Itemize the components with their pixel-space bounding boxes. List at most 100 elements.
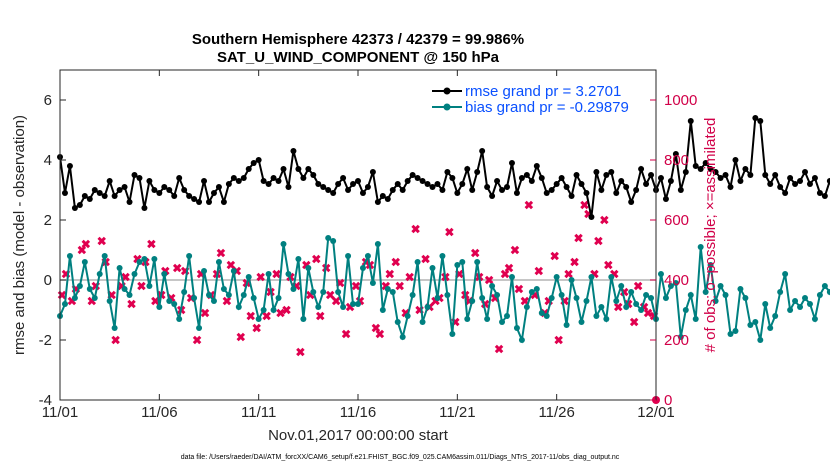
rmse-point — [66, 163, 73, 169]
rmse-point — [583, 190, 590, 196]
obs-assimilated-marker — [216, 248, 226, 258]
rmse-point — [657, 175, 664, 181]
bias-point — [802, 295, 808, 301]
obs-assimilated-marker — [405, 272, 414, 282]
right-y-axis: 0 200 400 600 800 1000 — [650, 92, 697, 409]
rmse-point — [210, 190, 217, 196]
obs-assimilated-marker — [580, 200, 589, 210]
obs-assimilated-cross — [256, 272, 265, 282]
rmse-point — [767, 181, 774, 187]
obs-assimilated-cross — [216, 248, 226, 258]
rmse-point — [623, 184, 630, 190]
rmse-point — [290, 148, 297, 154]
bias-point — [220, 286, 227, 292]
obs-assimilated-marker — [172, 263, 182, 273]
obs-assimilated-marker — [534, 266, 544, 276]
bias-point — [404, 313, 411, 319]
right-tick-label: 0 — [664, 392, 672, 409]
obs-assimilated-marker — [296, 347, 305, 357]
bias-point — [419, 319, 426, 325]
rmse-point — [782, 190, 789, 196]
obs-assimilated-marker — [594, 236, 603, 246]
bias-point — [484, 316, 491, 322]
bias-point — [131, 271, 138, 277]
obs-assimilated-marker — [147, 239, 156, 249]
bias-point — [638, 307, 645, 313]
rmse-point — [364, 184, 371, 190]
obs-assimilated-cross — [192, 335, 202, 345]
rmse-point — [116, 187, 123, 193]
rmse-point — [523, 172, 530, 178]
obs-assimilated-cross — [315, 311, 325, 321]
rmse-point — [325, 187, 332, 193]
right-tick-label: 800 — [664, 152, 689, 169]
bias-point — [106, 298, 113, 304]
bias-point — [146, 283, 153, 289]
rmse-point — [340, 175, 347, 181]
bias-point — [285, 271, 292, 277]
rmse-point — [821, 193, 828, 199]
bias-point — [553, 274, 560, 280]
obs-assimilated-cross — [643, 308, 653, 318]
obs-assimilated-cross — [200, 308, 210, 318]
bias-point — [260, 307, 267, 313]
obs-assimilated-cross — [594, 236, 603, 246]
legend-rmse-marker — [443, 87, 451, 95]
x-axis-label: Nov.01,2017 00:00:00 start — [268, 427, 449, 444]
obs-assimilated-cross — [600, 215, 609, 225]
bias-point — [702, 289, 709, 295]
legend: rmse grand pr = 3.2701 bias grand pr = -… — [432, 83, 629, 116]
obs-assimilated-marker — [494, 344, 504, 354]
obs-assimilated-cross — [246, 311, 255, 321]
bias-point — [399, 334, 406, 340]
obs-assimilated-marker — [341, 329, 351, 339]
rmse-point — [384, 196, 391, 202]
bias-point — [826, 289, 830, 295]
bias-point — [518, 337, 525, 343]
obs-assimilated-marker — [81, 239, 91, 249]
rmse-point — [573, 172, 580, 178]
bias-point — [623, 304, 630, 310]
bias-point — [116, 265, 123, 271]
bias-point — [648, 295, 655, 301]
rmse-point — [643, 181, 650, 187]
bias-point — [176, 316, 183, 322]
obs-assimilated-cross — [514, 284, 524, 294]
obs-assimilated-cross — [550, 251, 559, 261]
obs-assimilated-cross — [629, 317, 639, 327]
right-y-axis-label: # of obs: o=possible; ×=assimilated — [702, 118, 719, 353]
bias-point — [806, 301, 813, 307]
bias-point — [76, 283, 83, 289]
obs-assimilated-marker — [570, 257, 579, 267]
rmse-point — [320, 184, 327, 190]
rmse-point — [206, 199, 212, 205]
bias-point — [692, 316, 699, 322]
bias-point — [777, 289, 784, 295]
obs-assimilated-marker — [312, 254, 321, 264]
bias-point — [151, 256, 158, 262]
obs-assimilated-cross — [236, 332, 246, 342]
obs-assimilated-cross — [484, 275, 494, 285]
rmse-point — [81, 193, 88, 199]
rmse-point — [146, 178, 153, 184]
obs-assimilated-marker — [222, 296, 232, 306]
rmse-point — [638, 166, 645, 172]
bias-point — [330, 238, 337, 244]
bias-point — [787, 307, 794, 313]
rmse-point — [752, 115, 759, 121]
bias-point — [191, 295, 198, 301]
rmse-point — [727, 184, 734, 190]
obs-assimilated-cross — [81, 239, 91, 249]
right-tick-label: 1000 — [664, 92, 697, 109]
obs-assimilated-marker — [514, 284, 524, 294]
rmse-point — [598, 187, 605, 193]
bias-point — [300, 316, 307, 322]
obs-assimilated-marker — [554, 335, 563, 345]
obs-assimilated-cross — [341, 329, 351, 339]
rmse-point — [811, 175, 818, 181]
rmse-point — [692, 163, 699, 169]
rmse-point — [201, 178, 208, 184]
bias-point — [126, 292, 133, 298]
left-tick-label: 0 — [44, 272, 52, 289]
